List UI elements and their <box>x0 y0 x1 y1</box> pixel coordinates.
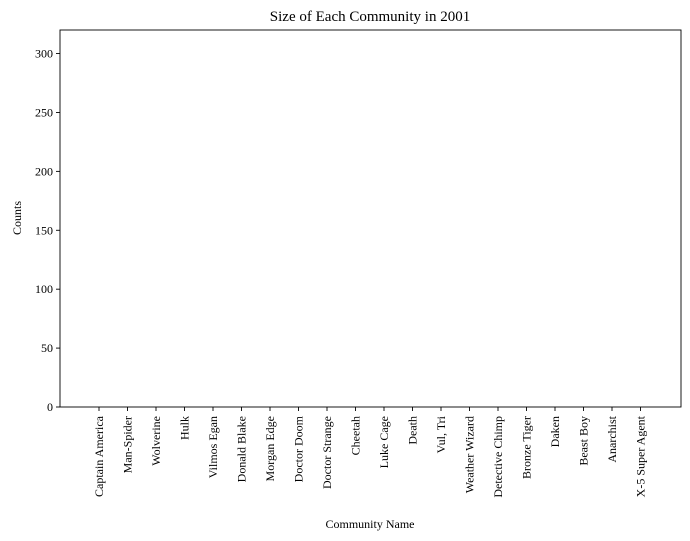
y-tick-label-6: 300 <box>35 47 53 61</box>
y-tick-label-0: 0 <box>47 400 53 414</box>
y-axis: 0 50 100 150 200 250 300 <box>35 47 60 414</box>
y-axis-label: Counts <box>10 201 24 235</box>
x-tick-label-16: Daken <box>548 416 562 447</box>
x-axis-label: Community Name <box>326 517 415 531</box>
x-tick-label-18: Anarchist <box>605 415 619 462</box>
y-tick-label-1: 50 <box>41 341 53 355</box>
x-tick-label-12: Vul, Tri <box>434 415 448 453</box>
x-tick-label-13: Weather Wizard <box>463 416 477 493</box>
x-tick-label-3: Hulk <box>178 416 192 440</box>
chart-title: Size of Each Community in 2001 <box>270 9 470 25</box>
plot-area <box>59 29 682 408</box>
x-tick-label-6: Morgan Edge <box>263 416 277 481</box>
y-tick-label-2: 100 <box>35 282 53 296</box>
x-tick-label-14: Detective Chimp <box>491 416 505 498</box>
x-tick-label-0: Captain America <box>92 415 106 497</box>
y-tick-label-3: 150 <box>35 223 53 237</box>
x-tick-label-19: X-5 Super Agent <box>634 415 648 497</box>
x-tick-label-4: Vilmos Egan <box>206 416 220 478</box>
x-axis: Captain America Man-Spider Wolverine Hulk Vi… <box>92 407 648 498</box>
x-tick-label-2: Wolverine <box>149 416 163 466</box>
plot-frame <box>59 29 682 408</box>
x-tick-label-17: Beast Boy <box>577 416 591 466</box>
x-tick-label-10: Luke Cage <box>377 416 391 468</box>
x-tick-label-1: Man-Spider <box>121 416 135 473</box>
x-tick-label-11: Death <box>406 416 420 445</box>
x-tick-label-15: Bronze Tiger <box>520 416 534 479</box>
x-tick-label-7: Doctor Doom <box>292 415 306 482</box>
x-tick-label-9: Cheetah <box>349 416 363 455</box>
x-tick-label-8: Doctor Strange <box>320 416 334 489</box>
y-tick-label-5: 250 <box>35 105 53 119</box>
y-tick-label-4: 200 <box>35 164 53 178</box>
x-tick-label-5: Donald Blake <box>235 416 249 482</box>
